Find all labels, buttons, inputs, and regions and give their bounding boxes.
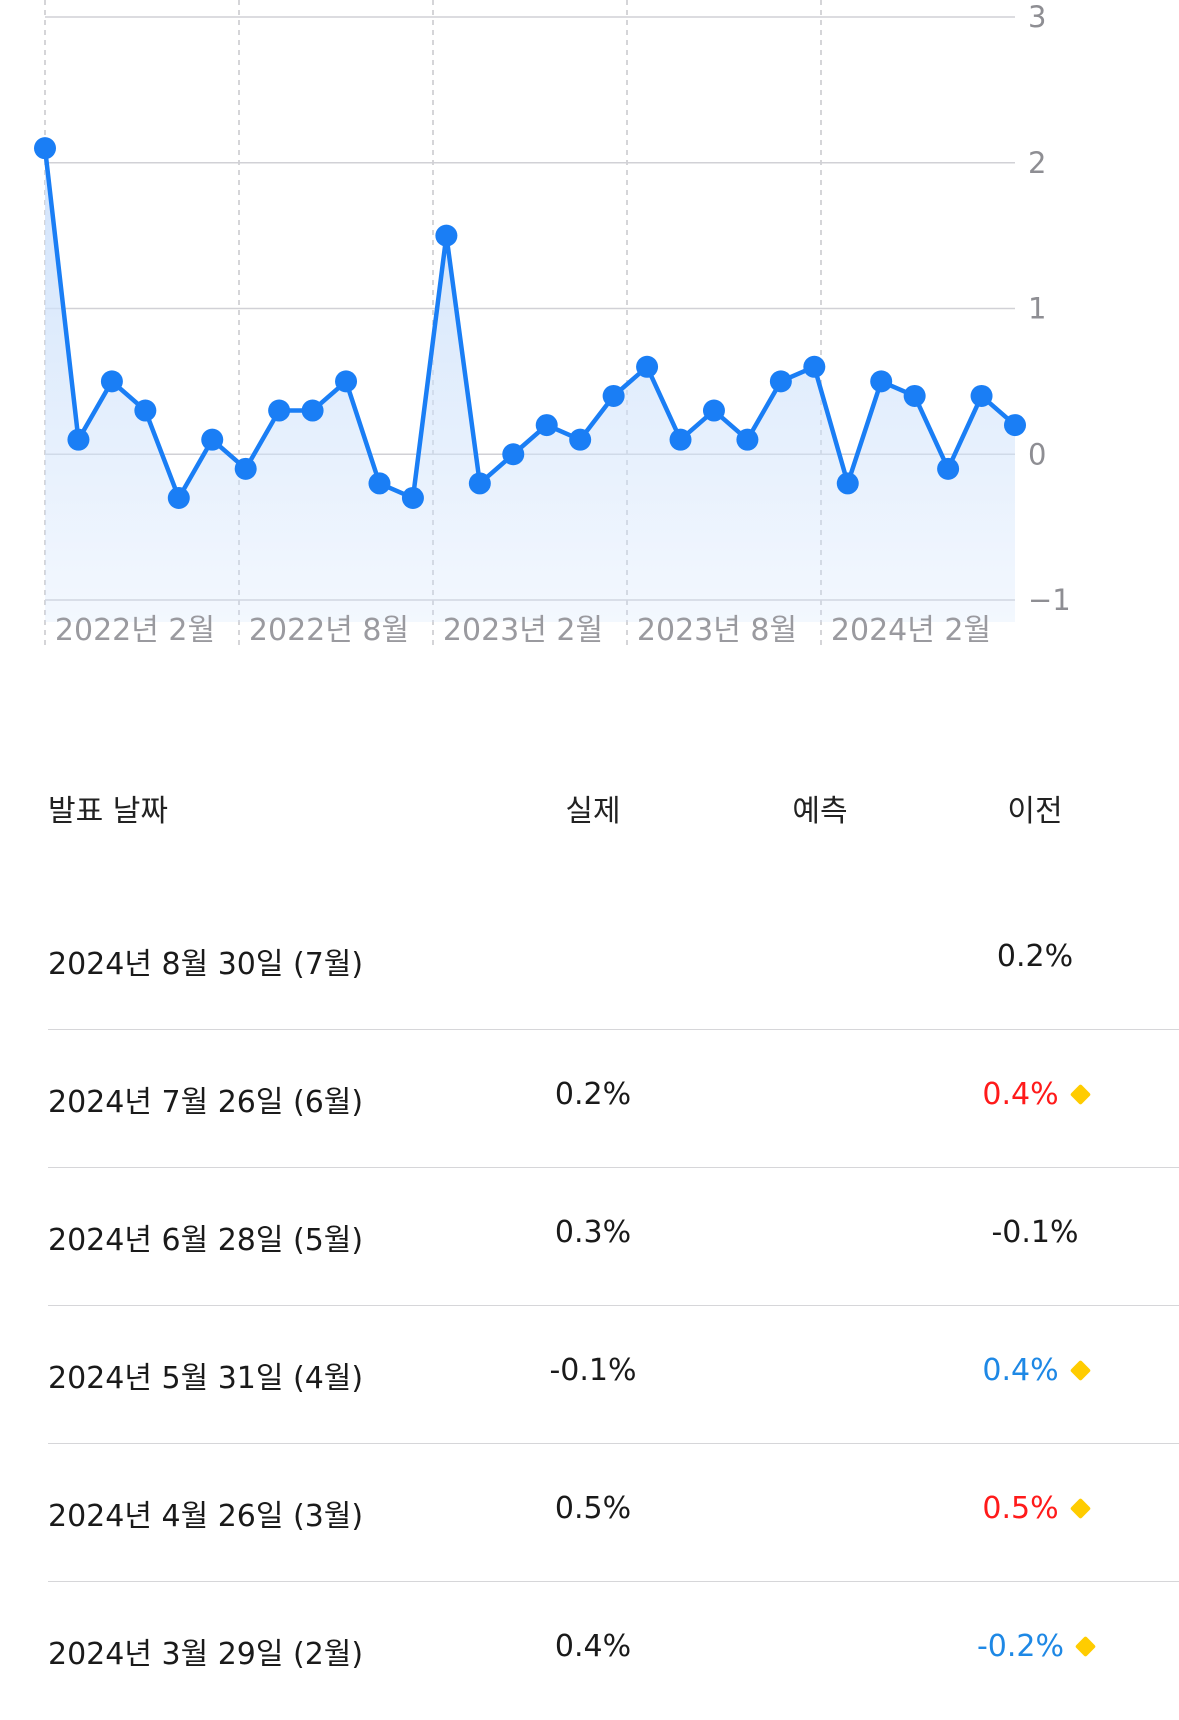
revised-diamond-icon <box>1069 1359 1091 1382</box>
row-actual: 0.5% <box>554 1491 632 1526</box>
row-date: 2024년 8월 30일 (7월) <box>48 947 364 982</box>
data-point <box>535 414 558 437</box>
row-previous: 0.4% <box>955 1353 1115 1388</box>
data-point <box>636 355 659 378</box>
table-row[interactable]: 2024년 4월 26일 (3월) 0.5% 0.5% <box>0 1444 1179 1582</box>
row-actual: 0.4% <box>554 1629 632 1664</box>
line-chart-svg[interactable]: 3 2 1 0 −1 2022년 2월 2022년 8월 2023년 2월 2023년 8월 20… <box>0 0 1179 700</box>
data-point <box>769 370 792 393</box>
data-point <box>134 399 157 422</box>
table-header: 발표 날짜 실제 예측 이전 <box>0 760 1179 829</box>
data-point <box>803 355 826 378</box>
row-actual: -0.1% <box>549 1353 637 1388</box>
revised-diamond-icon <box>1069 1497 1091 1520</box>
data-point <box>602 384 625 407</box>
row-actual: 0.3% <box>554 1215 632 1250</box>
table-row[interactable]: 2024년 6월 28일 (5월) 0.3% -0.1% <box>0 1168 1179 1306</box>
row-divider <box>48 1581 1179 1582</box>
y-tick-label: 0 <box>1028 437 1046 471</box>
row-date: 2024년 7월 26일 (6월) <box>48 1085 364 1120</box>
row-previous: -0.1% <box>955 1215 1115 1250</box>
table-row[interactable]: 2024년 7월 26일 (6월) 0.2% 0.4% <box>0 1030 1179 1168</box>
row-previous: -0.2% <box>955 1629 1115 1664</box>
data-point <box>569 428 592 451</box>
previous-value: 0.4% <box>982 1077 1059 1112</box>
data-point <box>702 399 725 422</box>
row-date: 2024년 5월 31일 (4월) <box>48 1361 364 1396</box>
data-point <box>167 486 190 509</box>
row-actual: 0.2% <box>554 1077 632 1112</box>
data-point <box>335 370 358 393</box>
data-point <box>1004 414 1026 437</box>
header-forecast: 예측 <box>792 794 848 829</box>
data-point <box>67 428 90 451</box>
data-point <box>970 384 993 407</box>
x-tick-label: 2023년 8월 <box>637 613 797 648</box>
table-row[interactable]: 2024년 8월 30일 (7월) 0.2% <box>0 892 1179 1030</box>
data-point <box>201 428 224 451</box>
row-date: 2024년 4월 26일 (3월) <box>48 1499 364 1534</box>
row-divider <box>48 1443 1179 1444</box>
series-line <box>42 147 1017 501</box>
row-divider <box>48 1305 1179 1306</box>
previous-value: 0.5% <box>982 1491 1059 1526</box>
row-previous: 0.4% <box>955 1077 1115 1112</box>
data-point <box>368 472 391 495</box>
data-point <box>736 428 759 451</box>
data-point <box>836 472 859 495</box>
data-point <box>100 370 123 393</box>
header-previous: 이전 <box>1007 794 1063 829</box>
revised-diamond-icon <box>1069 1083 1091 1106</box>
row-date: 2024년 3월 29일 (2월) <box>48 1637 364 1672</box>
previous-value: -0.2% <box>976 1629 1065 1664</box>
data-point <box>435 224 458 247</box>
row-previous: 0.5% <box>955 1491 1115 1526</box>
header-actual: 실제 <box>565 794 621 829</box>
y-tick-label: −1 <box>1028 583 1071 617</box>
y-tick-label: 3 <box>1028 0 1046 34</box>
y-tick-label: 2 <box>1028 146 1046 180</box>
row-date: 2024년 6월 28일 (5월) <box>48 1223 364 1258</box>
previous-value: 0.4% <box>982 1353 1059 1388</box>
x-tick-label: 2024년 2월 <box>831 613 991 648</box>
row-divider <box>48 1167 1179 1168</box>
history-chart[interactable]: 3 2 1 0 −1 2022년 2월 2022년 8월 2023년 2월 2023년 8월 20… <box>0 0 1179 700</box>
x-tick-label: 2022년 2월 <box>55 613 215 648</box>
row-previous: 0.2% <box>955 939 1115 974</box>
data-point <box>937 457 960 480</box>
header-date: 발표 날짜 <box>48 794 168 829</box>
previous-value: -0.1% <box>991 1215 1079 1250</box>
row-divider <box>48 1029 1179 1030</box>
previous-value: 0.2% <box>996 939 1074 974</box>
y-tick-label: 1 <box>1028 292 1046 326</box>
data-point <box>502 443 525 466</box>
data-point <box>268 399 291 422</box>
revised-diamond-icon <box>1074 1635 1097 1658</box>
data-point <box>468 472 491 495</box>
table-row[interactable]: 2024년 3월 29일 (2월) 0.4% -0.2% <box>0 1582 1179 1720</box>
data-point <box>669 428 692 451</box>
data-point <box>903 384 926 407</box>
data-point <box>234 457 257 480</box>
table-row[interactable]: 2024년 5월 31일 (4월) -0.1% 0.4% <box>0 1306 1179 1444</box>
x-tick-label: 2023년 2월 <box>443 613 603 648</box>
x-tick-label: 2022년 8월 <box>249 613 409 648</box>
data-point <box>301 399 324 422</box>
data-point <box>34 137 56 160</box>
data-point <box>401 486 424 509</box>
series-area <box>45 148 1015 623</box>
data-point <box>870 370 893 393</box>
